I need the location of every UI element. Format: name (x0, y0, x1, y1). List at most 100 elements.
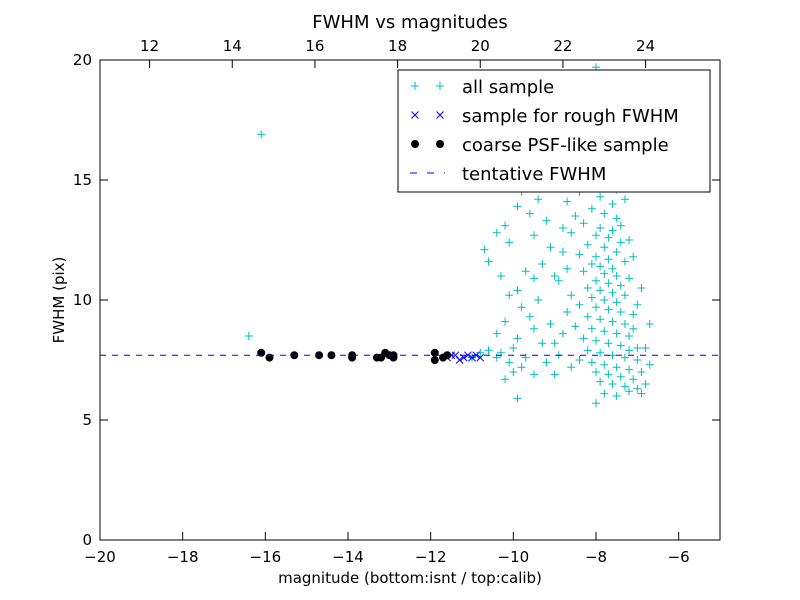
all-sample-point (620, 291, 629, 300)
all-sample-point (592, 368, 600, 376)
all-sample-point (538, 339, 547, 348)
all-sample-point (596, 192, 605, 201)
all-sample-point (513, 334, 522, 343)
top-tick-label: 12 (140, 37, 159, 55)
all-sample-point (608, 226, 617, 235)
all-sample-point (616, 341, 625, 350)
legend-markers (410, 82, 445, 174)
all-sample-point (501, 317, 510, 326)
all-sample-point (633, 300, 642, 309)
all-sample-point (513, 286, 522, 295)
all-sample-point (596, 262, 605, 271)
all-sample-point (600, 209, 609, 218)
all-sample-point (629, 252, 638, 261)
top-tick-label: 24 (636, 37, 655, 55)
all-sample-point (480, 245, 489, 254)
top-tick-label: 14 (223, 37, 242, 55)
all-sample-point (492, 329, 501, 338)
y-axis-label: FWHM (pix) (50, 257, 68, 344)
all-sample-point (558, 248, 567, 256)
all-sample-point (476, 348, 485, 357)
psf-sample-point (430, 356, 439, 364)
all-sample-point (534, 296, 543, 304)
all-sample-point (600, 327, 609, 336)
all-sample-point (620, 353, 629, 362)
all-sample-point (521, 267, 530, 276)
all-sample-point (583, 346, 592, 355)
all-sample-point (600, 360, 609, 369)
all-sample-point (575, 300, 584, 309)
top-tick-label: 18 (388, 37, 407, 55)
legend-label-psf-sample: coarse PSF-like sample (462, 135, 669, 156)
y-tick-label: 10 (73, 291, 92, 309)
all-sample-point (496, 272, 505, 280)
all-sample-point (600, 243, 609, 252)
all-sample-point (604, 255, 613, 264)
all-sample-point (637, 389, 646, 398)
all-sample-point (550, 370, 559, 379)
axis-ticks: −20 −18 −16 −14 −12 −10 −8 −6 0 5 10 15 20 12 14 16 18 20… (73, 37, 720, 566)
all-sample-point (583, 284, 592, 292)
all-sample-point (501, 375, 510, 384)
all-sample-point (575, 250, 584, 259)
legend-box (397, 69, 711, 193)
legend-marker-rough-sample (411, 111, 419, 119)
x-tick-label: −14 (332, 548, 364, 566)
all-sample-point (620, 320, 629, 328)
all-sample-point (571, 322, 580, 331)
all-sample-point (558, 329, 567, 338)
all-sample-point (604, 339, 613, 348)
all-sample-point (509, 368, 518, 376)
all-sample-point (563, 308, 572, 316)
legend-label-tentative-fwhm: tentative FWHM (462, 164, 606, 185)
all-sample-point (612, 392, 621, 400)
all-sample-point (492, 228, 501, 237)
all-sample-point (530, 274, 538, 283)
all-sample-point (571, 212, 580, 220)
all-sample-point (587, 260, 596, 268)
chart-title: FWHM vs magnitudes (312, 12, 507, 33)
all-sample-point (608, 264, 617, 273)
psf-sample-point (443, 351, 452, 360)
all-sample-point (596, 315, 605, 324)
legend-marker-all-sample (436, 82, 444, 90)
y-tick-label: 20 (73, 51, 92, 69)
all-sample-point (579, 267, 588, 276)
all-sample-point (616, 221, 625, 230)
all-sample-point (612, 298, 621, 307)
y-tick-label: 0 (82, 531, 92, 549)
all-sample-point (596, 377, 605, 386)
all-sample-point (633, 344, 642, 352)
all-sample-point (579, 334, 588, 343)
x-tick-label: −12 (415, 548, 447, 566)
legend-marker-rough-sample (436, 111, 444, 119)
all-sample-point (616, 238, 625, 247)
all-sample-point (592, 252, 600, 261)
all-sample-point (596, 286, 605, 295)
all-sample-point (563, 264, 572, 273)
all-sample-point (616, 308, 625, 316)
all-sample-point (513, 394, 522, 403)
all-sample-point (257, 130, 266, 139)
all-sample-point (542, 216, 551, 225)
all-sample-point (608, 288, 617, 297)
legend-marker-psf-sample (411, 140, 419, 148)
all-sample-point (538, 260, 547, 268)
all-sample-point (612, 248, 621, 256)
all-sample-point (637, 368, 646, 376)
all-sample-point (600, 269, 609, 278)
legend-label-rough-sample: sample for rough FWHM (462, 106, 679, 127)
all-sample-point (554, 276, 563, 285)
all-sample-point (604, 233, 613, 242)
all-sample-point (583, 240, 592, 249)
rough-sample-point (464, 351, 472, 360)
legend-marker-psf-sample (436, 140, 444, 148)
all-sample-point (546, 243, 555, 252)
all-sample-point (625, 387, 634, 396)
all-sample-point (592, 336, 600, 345)
all-sample-point (620, 257, 629, 266)
all-sample-point (530, 231, 538, 240)
all-sample-point (596, 224, 605, 232)
all-sample-point (587, 204, 596, 213)
y-tick-label: 5 (82, 411, 92, 429)
